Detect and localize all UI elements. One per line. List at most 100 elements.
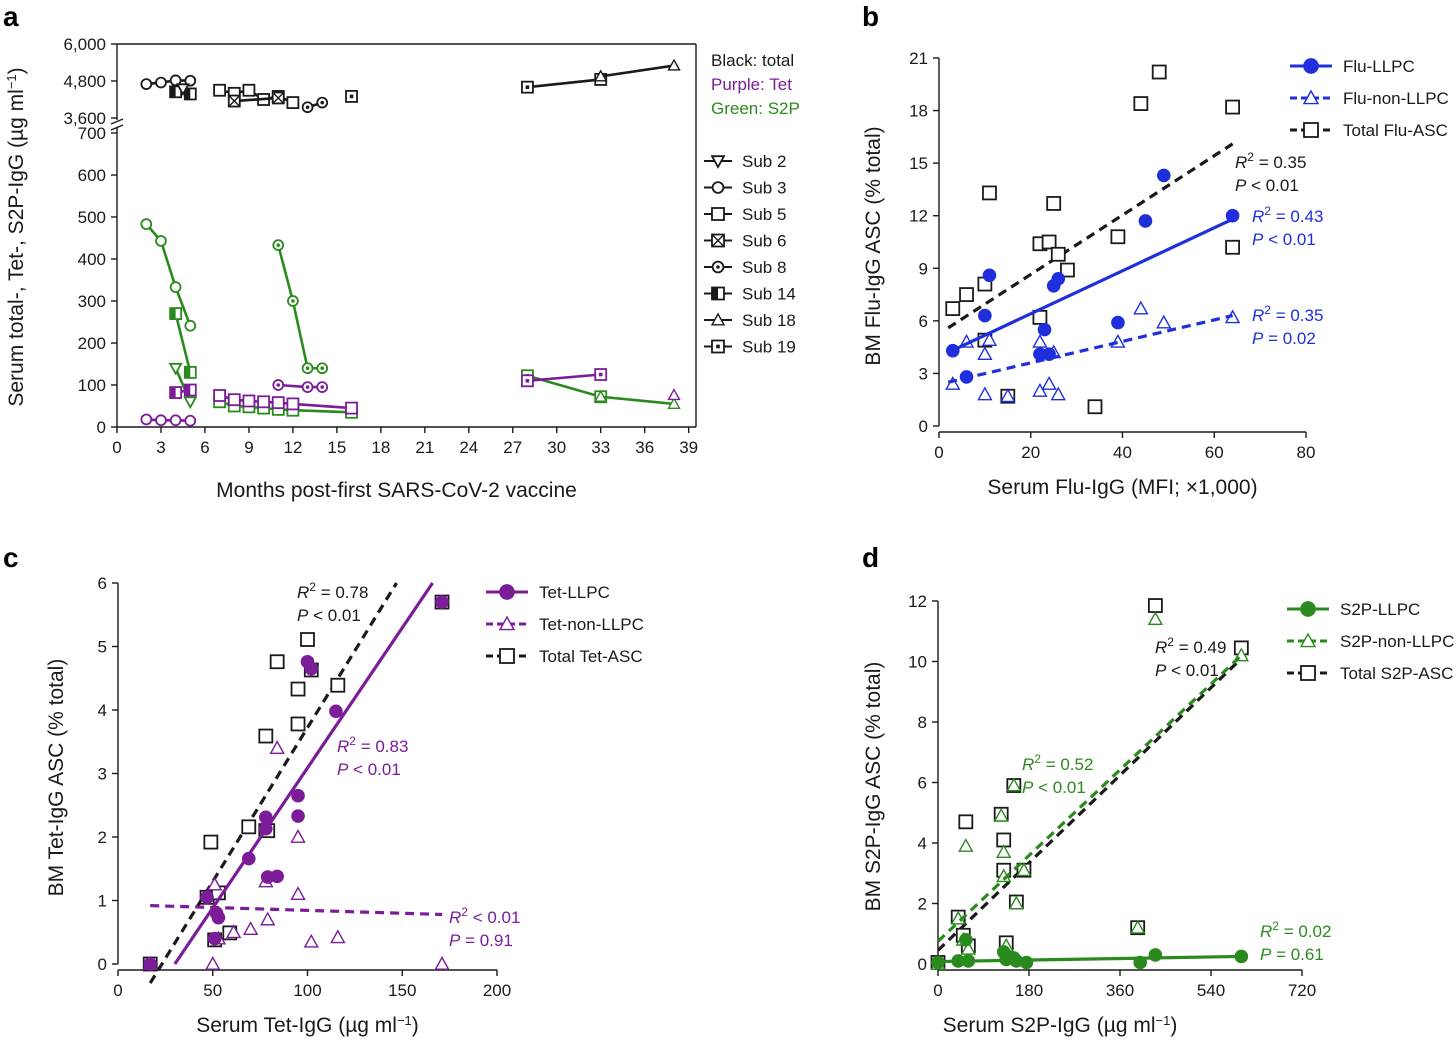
- panel-a-upper-y-tick-label: 3,600: [63, 109, 106, 128]
- panel-c-point-llpc-shape: [291, 809, 305, 823]
- panel-d-legend-0-marker: [1300, 601, 1316, 617]
- panel-d-stats-2-r2-sup: 2: [1272, 919, 1279, 933]
- panel-d-stats-2-r2-symbol: R: [1260, 922, 1272, 941]
- panel-b-point-total-shape: [1046, 196, 1062, 211]
- panel-a-lower-y-tick-label: 0: [97, 418, 106, 437]
- panel-c-point-non-llpc-shape: [434, 956, 450, 970]
- panel-d-point-non-llpc: [996, 844, 1012, 858]
- panel-c-point-non-llpc: [330, 929, 346, 944]
- panel-d-y-tick-label: 2: [918, 895, 927, 914]
- panel-a-point-cross: [272, 91, 285, 104]
- panel-a-point-shape: [213, 83, 227, 97]
- panel-b-point-total: [1050, 246, 1066, 262]
- panel-b-stats-0-r2-symbol: R: [1235, 153, 1247, 172]
- panel-c-stats-2-r2-sup: 2: [461, 905, 468, 919]
- panel-d-stats-0-p-symbol: P: [1155, 661, 1167, 680]
- panel-b-point-total-shape: [1060, 262, 1075, 278]
- panel-b-point-llpc-shape: [1225, 208, 1240, 223]
- panel-d-x-axis-label-main: Serum S2P-IgG (µg ml: [943, 1014, 1156, 1037]
- panel-c-point-total: [330, 677, 346, 693]
- panel-b-point-llpc: [1111, 315, 1125, 330]
- panel-a-point: [169, 281, 182, 293]
- panel-c-point-llpc-shape: [270, 869, 284, 884]
- panel-a-point-dot: [349, 94, 354, 99]
- panel-c-stats-0-p: P < 0.01: [297, 606, 361, 625]
- panel-b-y-tick-label: 0: [919, 417, 928, 436]
- panel-a-point: [140, 78, 153, 90]
- panel-c-legend-2-marker: [499, 648, 515, 664]
- panel-c-x-tick-label: 150: [388, 981, 416, 1000]
- panel-b-point-total: [1225, 99, 1240, 115]
- panel-d-x-axis-label-tail: ): [1170, 1014, 1177, 1037]
- panel-c-letter: c: [3, 542, 19, 573]
- panel-d-point-non-llpc-shape: [1006, 777, 1022, 792]
- panel-d-x-tick-label: 540: [1197, 981, 1225, 1000]
- panel-a-color-key-2: Green: S2P: [711, 99, 800, 118]
- panel-c-y-axis-label: BM Tet-IgG ASC (% total): [45, 659, 68, 897]
- panel-d-point-non-llpc: [1008, 895, 1025, 910]
- panel-a-point-shape: [227, 393, 241, 407]
- panel-d-point-non-llpc-shape: [958, 838, 974, 852]
- panel-b-point-llpc: [978, 308, 992, 323]
- panel-d-stats-1-r2-sup: 2: [1034, 752, 1041, 766]
- panel-d-point-non-llpc-shape: [1147, 611, 1164, 626]
- panel-c-point-total-shape: [269, 654, 285, 670]
- panel-c-point-non-llpc: [205, 956, 221, 970]
- panel-a-point: [169, 74, 182, 87]
- panel-c-point-llpc: [207, 931, 222, 946]
- panel-a-series-line: [278, 383, 323, 389]
- panel-d-point-non-llpc: [1130, 919, 1146, 934]
- panel-b-stats-2-p: P = 0.02: [1252, 329, 1316, 348]
- panel-a-y-axis-label-main: Serum total-, Tet-, S2P-IgG (µg ml: [5, 89, 28, 406]
- panel-a-legend-marker: [711, 339, 725, 354]
- panel-b-point-non-llpc-shape: [1133, 300, 1149, 315]
- panel-b-y-tick-label: 3: [919, 364, 928, 383]
- panel-a-series-line: [174, 313, 192, 373]
- panel-d-stats-0-r2-sup: 2: [1167, 635, 1174, 649]
- panel-d-point-non-llpc: [993, 807, 1009, 822]
- panel-b-legend-1-marker-shape: [1302, 89, 1320, 105]
- panel-b-x-tick-label: 60: [1205, 443, 1224, 462]
- panel-c-point-llpc: [291, 788, 305, 803]
- panel-a-legend-marker-cross: [711, 234, 725, 247]
- panel-c-stats-1-r2-value: = 0.83: [356, 737, 408, 756]
- panel-a-series-line: [527, 373, 601, 383]
- panel-d-stats-1-p: P < 0.01: [1022, 778, 1086, 797]
- panel-d-point-non-llpc: [960, 940, 977, 955]
- panel-b-stats-2-p-symbol: P: [1252, 329, 1264, 348]
- panel-c-y-tick-label: 1: [98, 892, 107, 911]
- panel-a-legend-label: Sub 6: [742, 232, 786, 251]
- panel-d-x-tick-label: 180: [1015, 981, 1043, 1000]
- panel-a-axis-break: [110, 118, 124, 131]
- panel-c-point-total-shape: [203, 834, 219, 850]
- panel-c-fit-total: [148, 582, 398, 984]
- panel-a-series-line: [276, 244, 323, 370]
- panel-a-point: [345, 401, 358, 415]
- panel-a-point-shape: [183, 396, 198, 410]
- panel-b-point-llpc-shape: [978, 308, 992, 323]
- panel-d-y-axis-label-main: BM S2P-IgG ASC (% total): [862, 662, 885, 912]
- panel-b-legend-1-label: Flu-non-LLPC: [1343, 89, 1449, 108]
- panel-a-color-key-1: Purple: Tet: [711, 75, 792, 94]
- panel-a-x-axis-label: Months post-first SARS-CoV-2 vaccine: [216, 479, 577, 502]
- panel-b-point-non-llpc-shape: [1110, 333, 1126, 348]
- panel-d-stats-1-p-value: < 0.01: [1033, 778, 1085, 797]
- panel-a-point-dot: [320, 385, 325, 389]
- panel-c-stats-2-r2-symbol: R: [449, 908, 461, 927]
- panel-d-stats-2-p: P = 0.61: [1260, 945, 1324, 964]
- panel-c-x-axis-label-tail: ): [412, 1014, 419, 1037]
- panel-b-x-tick-label: 80: [1297, 443, 1316, 462]
- panel-a-point: [213, 389, 227, 402]
- panel-a-point: [316, 381, 329, 393]
- panel-c-y-tick-label: 2: [98, 828, 107, 847]
- panel-a-point-dot: [320, 100, 325, 105]
- panel-d-point-non-llpc-shape: [1016, 862, 1032, 877]
- panel-b-stats-2-p-value: = 0.02: [1263, 329, 1315, 348]
- panel-a-point: [316, 96, 329, 109]
- panel-a-point-cross: [228, 95, 241, 108]
- panel-a-color-key-0: Black: total: [711, 51, 794, 70]
- panel-b-stats-1-r2-value: = 0.43: [1271, 207, 1323, 226]
- panel-a-point: [155, 235, 167, 247]
- panel-a-point-dot: [305, 385, 310, 389]
